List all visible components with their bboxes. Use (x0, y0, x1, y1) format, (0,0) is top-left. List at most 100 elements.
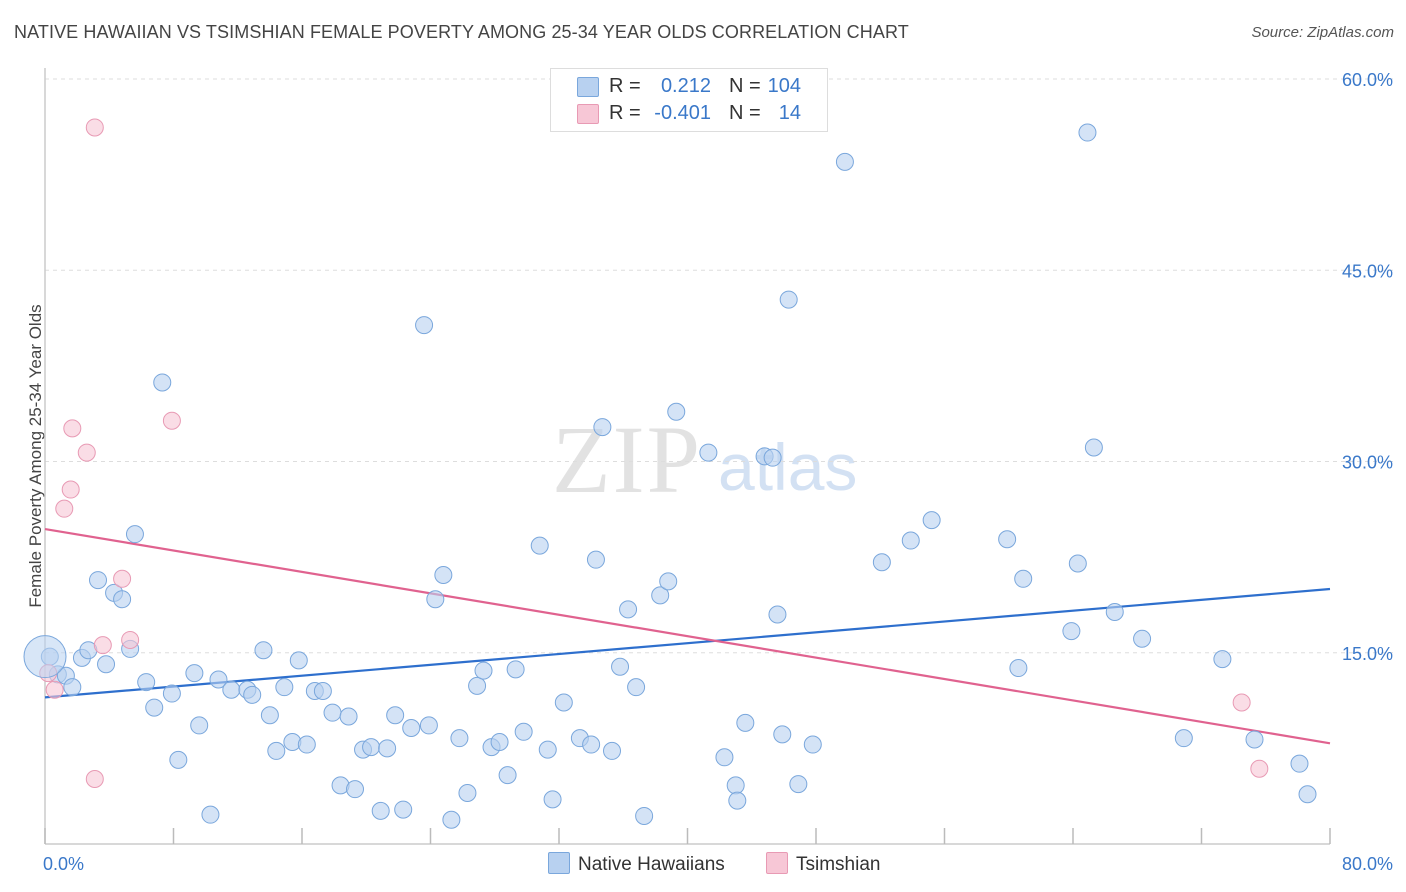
point-native-hawaiians (415, 316, 434, 335)
point-native-hawaiians (275, 678, 294, 697)
point-native-hawaiians (323, 703, 342, 722)
point-native-hawaiians (627, 678, 646, 697)
y-tick-label: 60.0% (1342, 70, 1393, 90)
point-native-hawaiians (243, 685, 262, 704)
point-tsimshian (45, 680, 64, 699)
point-native-hawaiians (699, 443, 718, 462)
tick-labels: 15.0% 30.0% 45.0% 60.0% 0.0% 80.0% (43, 70, 1393, 874)
point-native-hawaiians (554, 693, 573, 712)
point-tsimshian (1250, 759, 1269, 778)
point-native-hawaiians (659, 572, 678, 591)
point-native-hawaiians (922, 511, 941, 530)
point-native-hawaiians (835, 152, 854, 171)
point-native-hawaiians (394, 800, 413, 819)
point-tsimshian (63, 419, 82, 438)
point-native-hawaiians (619, 600, 638, 619)
point-native-hawaiians (1174, 729, 1193, 748)
point-native-hawaiians (736, 713, 755, 732)
point-native-hawaiians (162, 684, 181, 703)
point-native-hawaiians (543, 790, 562, 809)
point-native-hawaiians (1014, 569, 1033, 588)
point-tsimshian (113, 569, 132, 588)
point-native-hawaiians (498, 766, 517, 785)
point-native-hawaiians (789, 775, 808, 794)
y-tick-label: 30.0% (1342, 453, 1393, 473)
y-tick-label: 45.0% (1342, 261, 1393, 281)
point-native-hawaiians (209, 670, 228, 689)
legend-r-label: R = (609, 75, 641, 97)
point-native-hawaiians (442, 810, 461, 829)
point-tsimshian (85, 769, 104, 788)
legend-n-value: 104 (767, 75, 801, 97)
legend-swatch-pink (766, 852, 788, 874)
point-native-hawaiians (490, 733, 509, 751)
point-native-hawaiians (371, 801, 390, 820)
gridlines (45, 78, 1395, 654)
point-native-hawaiians (1062, 622, 1081, 641)
point-native-hawaiians (145, 698, 164, 717)
point-native-hawaiians (1009, 659, 1028, 678)
point-tsimshian (93, 636, 112, 655)
legend-label: Tsimshian (796, 854, 881, 875)
point-tsimshian (77, 443, 96, 462)
point-native-hawaiians (586, 550, 605, 569)
point-native-hawaiians (593, 418, 612, 437)
point-native-hawaiians (201, 805, 220, 824)
chart-title: NATIVE HAWAIIAN VS TSIMSHIAN FEMALE POVE… (14, 22, 909, 42)
point-tsimshian (61, 480, 80, 499)
point-tsimshian (121, 631, 140, 649)
point-native-hawaiians (222, 680, 241, 699)
point-native-hawaiians (450, 729, 469, 748)
legend-swatch-blue (548, 852, 570, 874)
point-native-hawaiians (611, 657, 630, 676)
point-native-hawaiians (313, 682, 332, 700)
bottom-legend-tsimshian: Tsimshian (766, 852, 880, 876)
point-native-hawaiians (998, 530, 1017, 549)
point-native-hawaiians (538, 740, 557, 759)
point-native-hawaiians (1078, 123, 1097, 142)
x-tick-label: 0.0% (43, 854, 84, 874)
point-native-hawaiians (1105, 602, 1124, 621)
point-native-hawaiians (362, 738, 381, 757)
point-native-hawaiians (426, 590, 445, 609)
point-native-hawaiians (297, 735, 316, 754)
point-native-hawaiians (635, 806, 654, 825)
point-tsimshian (85, 118, 104, 137)
axes (44, 68, 1331, 845)
y-tick-label: 15.0% (1342, 644, 1393, 664)
point-native-hawaiians (667, 402, 686, 421)
point-native-hawaiians (1068, 554, 1087, 573)
point-native-hawaiians (419, 716, 438, 735)
legend-n-label: N = (729, 75, 761, 97)
point-tsimshian (1232, 693, 1251, 712)
point-native-hawaiians (726, 776, 745, 795)
point-native-hawaiians (113, 590, 132, 609)
point-native-hawaiians (582, 735, 601, 754)
point-native-hawaiians (97, 655, 116, 674)
point-native-hawaiians (651, 586, 670, 605)
point-native-hawaiians (1084, 438, 1103, 457)
point-native-hawaiians (603, 741, 622, 760)
x-tick-label: 80.0% (1342, 854, 1393, 874)
point-native-hawaiians (474, 661, 493, 680)
point-native-hawaiians (153, 373, 172, 392)
point-native-hawaiians (378, 739, 397, 758)
legend-n-label: N = (729, 102, 761, 124)
point-native-hawaiians (1133, 629, 1152, 648)
point-native-hawaiians (434, 565, 453, 584)
data-points (23, 118, 1317, 829)
point-native-hawaiians (185, 664, 204, 683)
point-native-hawaiians (125, 525, 144, 544)
watermark-zip: ZIP (552, 406, 702, 513)
watermark-atlas: atlas (718, 430, 857, 504)
point-native-hawaiians (773, 725, 792, 744)
watermark: ZIP atlas (552, 406, 857, 513)
point-native-hawaiians (872, 553, 891, 572)
point-native-hawaiians (1245, 730, 1264, 749)
point-native-hawaiians (728, 791, 747, 810)
legend-r-value: -0.401 (654, 102, 711, 124)
point-native-hawaiians (803, 735, 822, 754)
point-native-hawaiians (715, 748, 734, 767)
point-native-hawaiians-cluster (23, 635, 67, 679)
